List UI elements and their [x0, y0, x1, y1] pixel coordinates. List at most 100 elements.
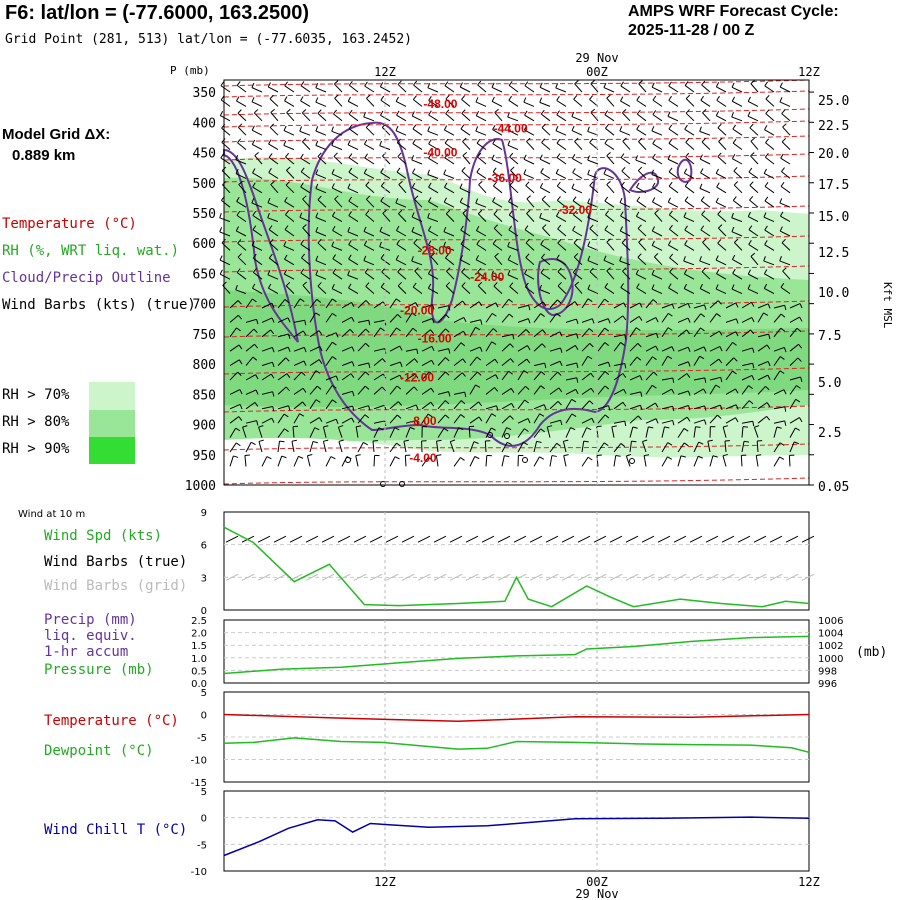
wind-barb	[725, 331, 739, 338]
wind-barb	[724, 440, 730, 453]
wind-barb	[757, 415, 771, 424]
wind-barb	[638, 80, 647, 93]
wind-barb	[331, 183, 343, 194]
wind-barb	[405, 327, 418, 338]
wind-barb	[565, 362, 579, 369]
wind-barb-grid	[609, 573, 623, 581]
wind-barb	[581, 427, 592, 438]
wind-barb	[763, 212, 775, 223]
wind-barb	[764, 182, 775, 194]
wind-barb	[546, 425, 553, 438]
y-tick-label: 6	[201, 541, 207, 552]
wind-barb	[475, 126, 487, 136]
wind-barb	[732, 196, 743, 208]
wind-barb	[437, 305, 451, 311]
wind-barb	[398, 180, 407, 194]
wind-barb	[421, 387, 435, 395]
wind-barb	[693, 419, 707, 425]
wind-barb	[677, 427, 689, 438]
wind-barb	[645, 332, 659, 339]
wind-barb	[651, 169, 663, 179]
pressure-axis-title: P (mb)	[170, 64, 210, 77]
wind-barb	[606, 152, 615, 165]
wind-barb	[300, 268, 311, 280]
wind-barb	[268, 253, 279, 266]
wind-barb	[715, 255, 727, 266]
model-grid-value: 0.889 km	[12, 147, 76, 164]
wind-barb-grid	[561, 573, 575, 581]
wind-barb	[245, 420, 259, 426]
wind-barb	[700, 95, 711, 107]
wind-barb	[261, 302, 275, 309]
wind-barb	[764, 240, 775, 251]
height-tick: 17.5	[818, 178, 849, 193]
wind-barb	[549, 313, 561, 323]
wind-barb	[309, 330, 323, 338]
wind-barb	[677, 329, 691, 338]
wind-barb	[357, 414, 370, 424]
wind-barb	[718, 137, 727, 150]
wind-barb	[261, 329, 275, 338]
wind-barb	[684, 81, 695, 93]
wind-barb-grid	[465, 573, 479, 581]
wind-barb	[237, 239, 247, 251]
wind-barb	[661, 327, 673, 338]
wind-barb	[251, 283, 263, 295]
wind-barb	[477, 209, 487, 222]
wind-barb-10m	[609, 535, 623, 543]
wind-barb	[437, 314, 450, 323]
wind-barb	[572, 268, 583, 280]
wind-barb	[652, 110, 663, 122]
wind-barb	[510, 166, 519, 179]
wind-barb	[245, 374, 259, 381]
wind-barb	[427, 169, 439, 179]
wind-barb	[333, 152, 343, 165]
pressure-tick: 700	[193, 298, 216, 313]
wind-barb	[716, 182, 727, 194]
wind-barb-10m	[737, 535, 751, 543]
wind-barb	[493, 210, 503, 222]
wind-barb-grid	[353, 573, 367, 581]
wind-barb	[485, 328, 498, 338]
wind-barb	[654, 209, 663, 222]
wind-barb	[652, 95, 663, 107]
wind-barb	[620, 211, 631, 223]
wind-barb	[366, 94, 375, 107]
wind-barb	[741, 426, 749, 438]
wind-barb	[477, 281, 487, 294]
wind-barb	[613, 334, 627, 340]
wind-barb-grid	[369, 573, 383, 581]
wind-barb	[229, 359, 243, 367]
wind-barb	[414, 267, 423, 280]
wind-barb	[699, 256, 711, 266]
wind-barb	[453, 342, 466, 352]
wind-barb	[589, 181, 599, 194]
wind-barb	[526, 137, 535, 150]
wind-barb	[493, 282, 503, 294]
wind-barb	[507, 140, 519, 151]
wind-barb	[261, 361, 275, 368]
wind-barb	[613, 455, 621, 467]
wind-barb	[219, 227, 231, 237]
wind-barb	[269, 94, 279, 107]
wind-barb	[357, 300, 370, 309]
wind-barb	[245, 343, 259, 352]
wind-barb	[382, 209, 391, 222]
wind-barb	[555, 168, 567, 179]
rh90-swatch	[89, 437, 135, 464]
wind-barb	[565, 333, 579, 339]
wind-barb	[651, 240, 663, 251]
wind-barb	[267, 197, 279, 208]
wind-barb	[701, 80, 711, 93]
wind-barb	[620, 96, 631, 107]
wind-barb	[421, 359, 435, 367]
y-tick-label: 0	[201, 814, 207, 825]
wind-barb	[245, 402, 259, 410]
wind-barb	[683, 168, 695, 179]
wind-barb	[277, 386, 290, 395]
wind-barb	[782, 267, 791, 280]
wind-barb	[236, 196, 247, 208]
wind-barb	[277, 405, 291, 411]
wind-barb	[372, 440, 378, 453]
